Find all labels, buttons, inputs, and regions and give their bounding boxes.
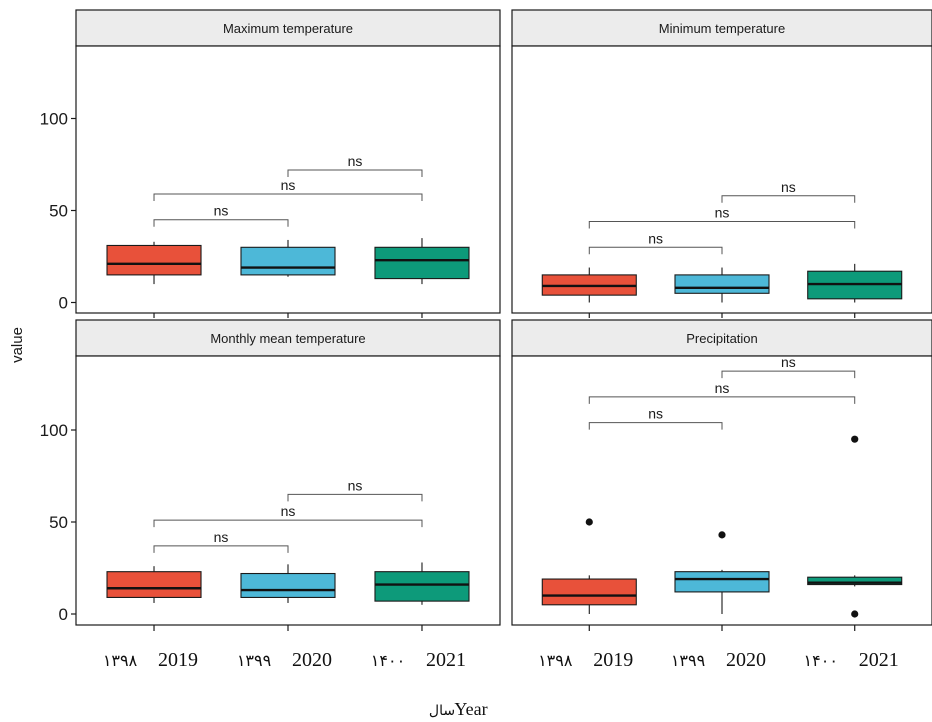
bracket-line	[721, 370, 856, 379]
outlier-point	[718, 531, 726, 539]
significance-bracket: ns	[588, 230, 723, 255]
box-2019	[106, 241, 202, 285]
box-iqr	[674, 571, 770, 593]
box-2019	[106, 566, 202, 603]
box-2020	[674, 531, 770, 614]
outlier-point	[851, 610, 859, 618]
significance-bracket: ns	[588, 205, 856, 229]
bracket-line	[153, 519, 423, 528]
significance-bracket: ns	[287, 477, 423, 502]
box-2021	[807, 435, 903, 618]
panel-2: Minimum temperature ns ns ns	[511, 9, 932, 318]
box-2021	[374, 562, 470, 605]
significance-bracket: ns	[153, 503, 423, 528]
box-2021	[374, 238, 470, 285]
panel-3: Monthly mean temperature 0 50 100 ns ns ns ۱۳۹۸…	[40, 319, 501, 671]
significance-label: ns	[281, 503, 296, 519]
box-iqr	[807, 576, 903, 586]
x-tick-label-farsi: ۱۳۹۹	[671, 651, 705, 670]
panel-title: Maximum temperature	[223, 21, 353, 36]
y-tick-label: 50	[49, 513, 68, 532]
significance-label: ns	[715, 380, 730, 396]
box-iqr	[240, 572, 336, 598]
significance-bracket: ns	[153, 203, 289, 227]
box-2020	[674, 267, 770, 303]
panel-strip	[75, 9, 501, 47]
outlier-point	[851, 435, 859, 443]
panel-4: Precipitation ns ns ns ۱۳۹۸ 2019 ۱۳۹۹ 2020 ۱۴۰۰ 2…	[511, 319, 932, 671]
bracket-line	[721, 195, 856, 203]
significance-label: ns	[214, 529, 229, 545]
y-tick-label: 50	[49, 202, 68, 221]
significance-label: ns	[281, 177, 296, 193]
y-tick-label: 100	[40, 110, 68, 129]
box-2020	[240, 564, 336, 603]
panel-1: Maximum temperature 0 50 100 ns ns ns	[40, 9, 501, 318]
bracket-line	[588, 422, 723, 430]
significance-label: ns	[648, 406, 663, 422]
panel-strip	[511, 319, 932, 357]
bracket-line	[153, 545, 289, 553]
significance-bracket: ns	[287, 153, 423, 178]
box-2020	[240, 239, 336, 277]
x-tick-label-farsi: ۱۴۰۰	[804, 651, 838, 670]
significance-bracket: ns	[588, 406, 723, 430]
x-tick-label-english: 2020	[726, 649, 766, 671]
box-2019	[541, 518, 637, 614]
bracket-line	[588, 246, 723, 255]
bracket-line	[153, 193, 423, 201]
bracket-line	[588, 396, 856, 404]
significance-bracket: ns	[153, 177, 423, 201]
x-tick-label-english: 2019	[158, 649, 198, 671]
box-iqr	[240, 246, 336, 276]
box-iqr	[674, 274, 770, 294]
y-axis-title: value	[9, 327, 26, 363]
x-tick-label-farsi: ۱۳۹۹	[237, 651, 271, 670]
x-tick-label-english: 2019	[593, 649, 633, 671]
x-tick-label-farsi: ۱۴۰۰	[371, 651, 405, 670]
box-iqr	[106, 244, 202, 276]
x-tick-label-english: 2020	[292, 649, 332, 671]
significance-label: ns	[715, 205, 730, 221]
significance-bracket: ns	[721, 354, 856, 379]
panel-strip	[511, 9, 932, 47]
box-2021	[807, 263, 903, 303]
box-iqr	[106, 571, 202, 598]
panel-title: Monthly mean temperature	[210, 331, 365, 346]
panel-strip	[75, 319, 501, 357]
significance-label: ns	[348, 153, 363, 169]
significance-label: ns	[348, 477, 363, 493]
box-iqr	[374, 571, 470, 602]
y-tick-label: 0	[59, 605, 68, 624]
x-tick-label-farsi: ۱۳۹۸	[103, 651, 138, 670]
box-iqr	[541, 578, 637, 606]
x-tick-label-english: 2021	[859, 649, 899, 671]
significance-label: ns	[781, 354, 796, 370]
panel-title: Precipitation	[686, 331, 758, 346]
x-axis-title-english: Year	[454, 699, 487, 719]
box-iqr	[374, 246, 470, 280]
significance-bracket: ns	[721, 179, 856, 203]
x-tick-label-english: 2021	[426, 649, 466, 671]
significance-label: ns	[781, 179, 796, 195]
x-tick-label-farsi: ۱۳۹۸	[538, 651, 573, 670]
bracket-line	[287, 169, 423, 178]
y-tick-label: 0	[59, 294, 68, 313]
panel-title: Minimum temperature	[659, 21, 785, 36]
bracket-line	[588, 221, 856, 229]
x-axis-title-farsi: سال	[429, 703, 455, 719]
outlier-point	[585, 518, 593, 526]
x-axis-title: سال Year	[429, 699, 488, 719]
significance-bracket: ns	[588, 380, 856, 404]
significance-label: ns	[648, 230, 663, 246]
bracket-line	[287, 493, 423, 502]
bracket-line	[153, 219, 289, 227]
significance-bracket: ns	[153, 529, 289, 553]
significance-label: ns	[214, 203, 229, 219]
y-tick-label: 100	[40, 421, 68, 440]
box-2019	[541, 267, 637, 303]
